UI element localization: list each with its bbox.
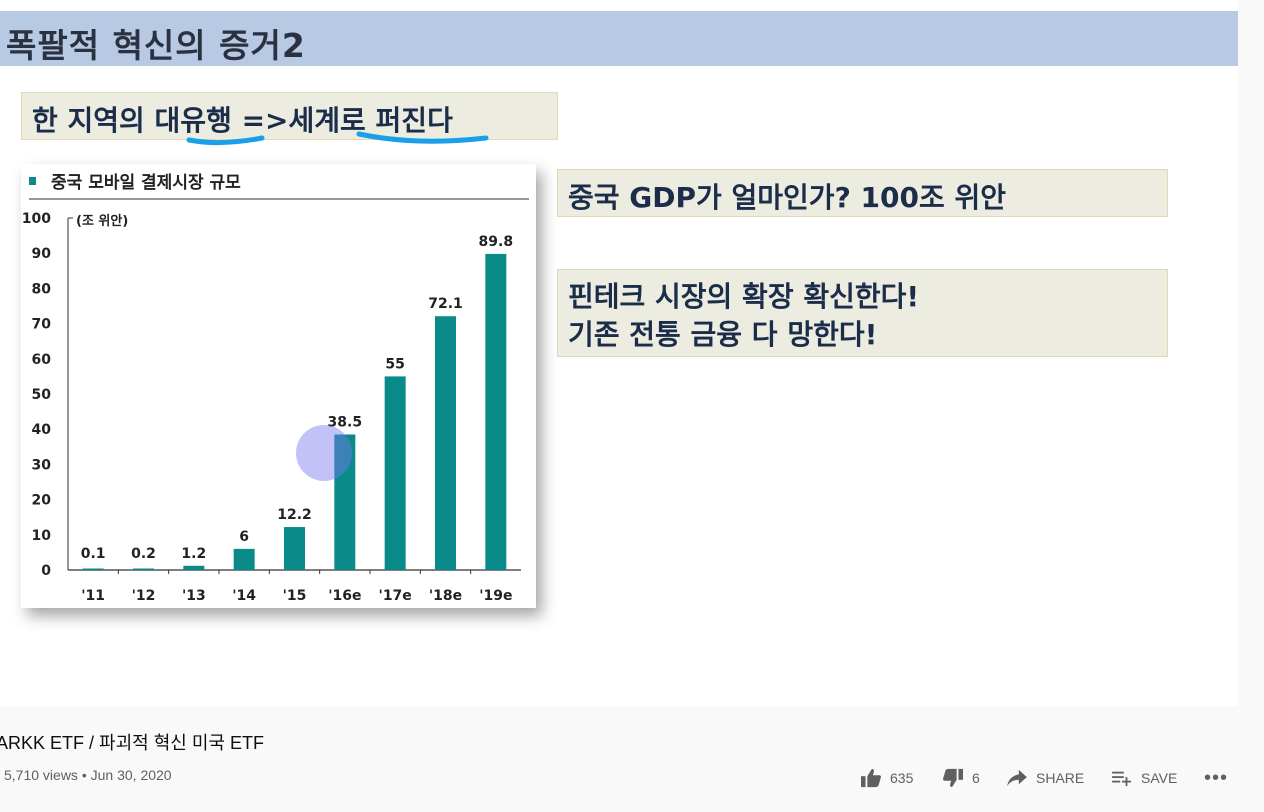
x-tick-label: '12	[132, 588, 156, 604]
more-actions-button[interactable]: •••	[1204, 766, 1229, 789]
x-tick-label: '16e	[328, 588, 361, 604]
y-tick-label: 30	[32, 457, 52, 473]
x-tick-label: '11	[81, 588, 105, 604]
bar-value-label: 55	[385, 356, 404, 372]
y-tick-label: 80	[32, 281, 52, 297]
bar	[183, 565, 205, 570]
x-tick-label: '18e	[429, 588, 462, 604]
bar	[334, 434, 356, 570]
y-tick-label: 70	[32, 317, 52, 333]
bar-value-label: 72.1	[428, 296, 463, 312]
y-unit-label: (조 위안)	[76, 213, 128, 229]
bar-value-label: 89.8	[479, 234, 514, 250]
x-tick-label: '13	[182, 588, 206, 604]
legend-marker	[29, 177, 36, 185]
save-label: SAVE	[1141, 770, 1178, 786]
bar-value-label: 0.1	[81, 546, 106, 562]
subtitle-suffix: 다	[427, 104, 453, 137]
bar	[384, 376, 406, 570]
y-tick-label: 60	[32, 352, 52, 368]
x-tick-label: '19e	[479, 588, 512, 604]
y-tick-label: 0	[41, 563, 51, 579]
playlist-add-icon	[1112, 771, 1131, 787]
bar-value-label: 0.2	[131, 546, 156, 562]
bar-chart-card: 중국 모바일 결제시장 규모 (조 위안) 0 10 20 30 40 50 60 70 80 90 1…	[21, 164, 536, 608]
handwritten-underline-2	[356, 131, 489, 144]
bar	[435, 316, 456, 570]
handwritten-underline-1	[186, 135, 265, 146]
slide-title: 폭팔적 혁신의 증거2	[6, 26, 306, 65]
slide-header-band: 폭팔적 혁신의 증거2	[0, 11, 1238, 66]
subtitle-underlined-1: 대유	[154, 104, 207, 137]
save-button[interactable]: SAVE	[1111, 767, 1177, 789]
fintech-line-1: 핀테크 시장의 확장 확신한다!	[568, 280, 920, 313]
meta-separator: •	[81, 767, 87, 783]
thumbs-down-icon	[943, 768, 963, 788]
subtitle-callout: 한 지역의 대유행 =>세계로 퍼진다	[21, 92, 558, 140]
thumbs-up-icon	[861, 768, 881, 788]
y-tick-label: 40	[32, 422, 52, 438]
gdp-callout: 중국 GDP가 얼마인가? 100조 위안	[557, 169, 1168, 217]
y-tick-label: 100	[22, 211, 51, 227]
bar	[82, 568, 104, 570]
subtitle-prefix: 한 지역의	[32, 104, 155, 137]
x-tick-label: '15	[283, 588, 307, 604]
y-tick-label: 10	[32, 528, 52, 544]
video-frame-slide[interactable]: 폭팔적 혁신의 증거2 한 지역의 대유행 =>세계로 퍼진다 중국 모바일 결…	[0, 0, 1238, 706]
share-label: SHARE	[1036, 770, 1085, 786]
share-button[interactable]: SHARE	[1006, 767, 1084, 789]
publish-date: Jun 30, 2020	[90, 767, 172, 783]
cursor-highlight	[296, 425, 352, 481]
y-tick-label: 90	[32, 246, 52, 262]
subtitle-mid: 행 =>	[206, 104, 289, 137]
x-tick-label: '17e	[379, 588, 412, 604]
bar	[233, 548, 255, 570]
view-count: 5,710 views	[4, 767, 78, 783]
y-tick-label: 20	[32, 493, 52, 509]
fintech-line-2: 기존 전통 금융 다 망한다!	[568, 318, 878, 351]
bar	[133, 568, 154, 570]
bar	[284, 527, 305, 570]
x-tick-label: '14	[232, 588, 256, 604]
bar-value-label: 1.2	[181, 546, 206, 562]
dislike-count: 6	[972, 770, 980, 786]
bar-value-label: 12.2	[277, 507, 312, 523]
like-count: 635	[890, 770, 914, 786]
subtitle-underlined-2: 세계로 퍼진	[288, 104, 428, 137]
bar-value-label: 6	[239, 529, 249, 545]
share-arrow-icon	[1007, 769, 1027, 787]
fintech-callout: 핀테크 시장의 확장 확신한다! 기존 전통 금융 다 망한다!	[557, 269, 1168, 357]
video-title: ARKK ETF / 파괴적 혁신 미국 ETF	[0, 733, 264, 753]
y-tick-label: 50	[32, 387, 52, 403]
dislike-button[interactable]: 6	[942, 767, 980, 789]
like-button[interactable]: 635	[860, 767, 913, 789]
bar-chart: 중국 모바일 결제시장 규모 (조 위안) 0 10 20 30 40 50 60 70 80 90 1…	[22, 173, 529, 604]
video-meta: 5,710 views • Jun 30, 2020	[4, 767, 172, 783]
bar	[485, 253, 507, 570]
chart-title: 중국 모바일 결제시장 규모	[51, 173, 241, 193]
bar-value-label: 38.5	[328, 414, 363, 430]
